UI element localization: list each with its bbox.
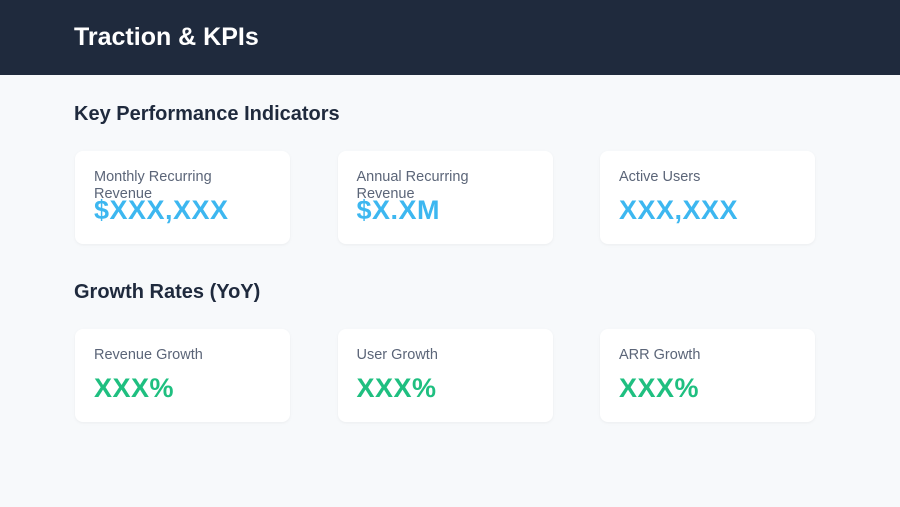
- kpi-card: User Growth XXX%: [337, 329, 553, 422]
- kpi-card: ARR Growth XXX%: [600, 329, 815, 422]
- kpi-value: XXX,XXX: [619, 195, 739, 225]
- kpi-card: Active Users XXX,XXX: [600, 151, 815, 244]
- kpi-label: ARR Growth: [619, 347, 701, 363]
- section-title: Key Performance Indicators: [74, 103, 340, 125]
- header: Traction & KPIs: [0, 0, 900, 75]
- kpi-value: $X.XM: [356, 195, 441, 225]
- kpi-value: XXX%: [619, 373, 700, 403]
- kpi-card: Monthly Recurring Revenue $XXX,XXX: [75, 151, 290, 244]
- kpi-label: Active Users: [619, 169, 701, 185]
- kpi-label: User Growth: [356, 347, 438, 363]
- kpi-value: XXX%: [356, 373, 437, 403]
- kpi-card: Revenue Growth XXX%: [75, 329, 290, 422]
- kpi-label: Monthly Recurring Revenue: [94, 169, 212, 202]
- kpi-value: XXX%: [94, 373, 175, 403]
- kpi-value: $XXX,XXX: [94, 195, 229, 225]
- section-title: Growth Rates (YoY): [74, 281, 261, 303]
- header-title: Traction & KPIs: [74, 23, 259, 51]
- kpi-label: Annual Recurring Revenue: [356, 169, 469, 202]
- kpi-label: Revenue Growth: [94, 347, 203, 363]
- kpi-card: Annual Recurring Revenue $X.XM: [337, 151, 553, 244]
